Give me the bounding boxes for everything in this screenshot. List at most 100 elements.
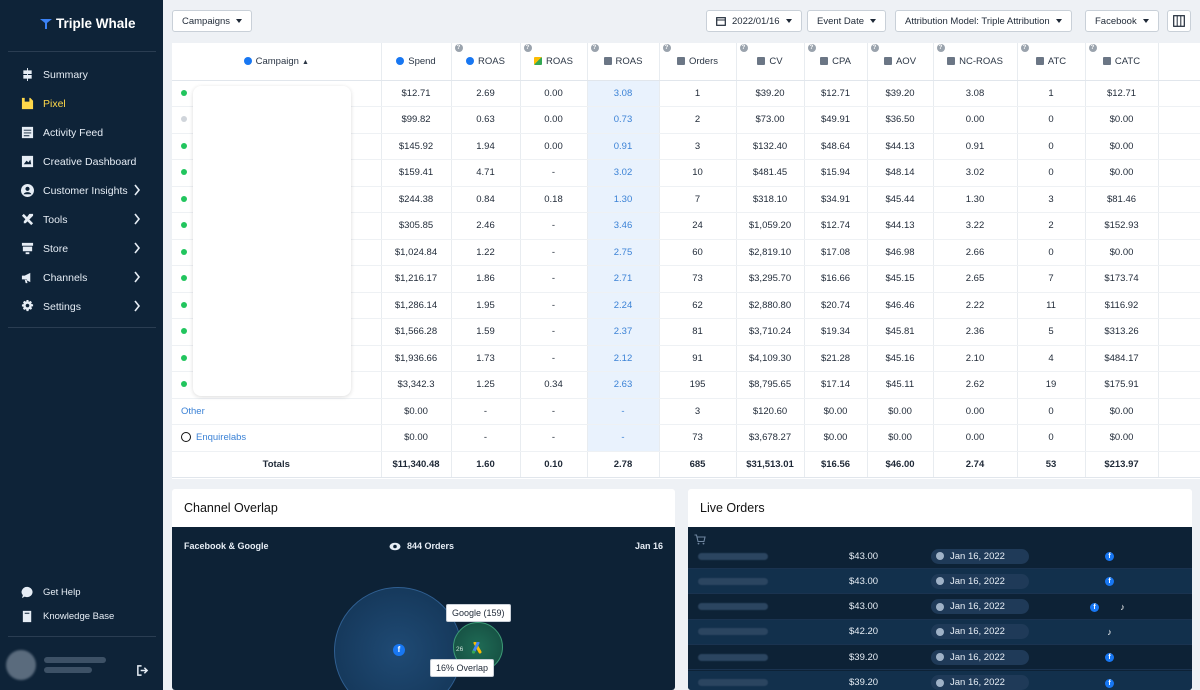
column-header-roas[interactable]: ? ROAS	[520, 43, 588, 81]
table-row[interactable]: Enquirelabs $0.00- - -73 $3,678.27 $0.00 $0.00…	[172, 424, 1200, 452]
live-order-row[interactable]: $39.20 Jan 16, 2022 f	[688, 645, 1192, 671]
table-row[interactable]: $12.71 2.69 0.00 3.08 1 $39.20 $12.71 $39.20 3.0…	[172, 80, 1200, 107]
cell-aov: $45.81	[867, 318, 934, 346]
sidebar-item-creative-dashboard[interactable]: Creative Dashboard	[0, 147, 163, 176]
total-roas: 0.10	[520, 451, 588, 478]
help-icon[interactable]: ?	[590, 44, 599, 52]
help-icon[interactable]: ?	[1088, 44, 1097, 52]
cell-cpa: $0.00	[804, 424, 868, 452]
column-header-cpa[interactable]: ? CPA	[804, 43, 868, 81]
campaign-name-link[interactable]: Enquirelabs	[196, 432, 247, 444]
sidebar-divider	[8, 636, 156, 637]
cell-atc: 3	[1017, 186, 1086, 213]
column-header-nc-roas[interactable]: ? NC-ROAS	[933, 43, 1018, 81]
cell-overflow	[1158, 292, 1200, 319]
channel-dropdown[interactable]: Facebook	[1085, 10, 1159, 32]
help-icon[interactable]: ?	[739, 44, 748, 52]
sidebar-item-pixel[interactable]: Pixel	[0, 89, 163, 118]
table-row[interactable]: $244.38 0.84 0.18 1.30 7 $318.10 $34.91 $45.44 1…	[172, 186, 1200, 213]
brand-logo[interactable]: Triple Whale	[40, 16, 136, 31]
overlap-count: 26	[456, 646, 464, 653]
sidebar-item-channels[interactable]: Channels	[0, 263, 163, 292]
whale-tail-icon	[40, 18, 52, 29]
sidebar-item-customer-insights[interactable]: Customer Insights	[0, 176, 163, 205]
campaign-cell[interactable]: Enquirelabs	[172, 424, 382, 452]
toolbar: Campaigns 2022/01/16 Event Date Attribut…	[163, 0, 1200, 42]
sidebar-item-get-help[interactable]: Get Help	[0, 580, 163, 604]
column-header-orders[interactable]: ? Orders	[659, 43, 737, 81]
sidebar-item-tools[interactable]: Tools	[0, 205, 163, 234]
table-row[interactable]: Other $0.00- - -3 $120.60 $0.00 $0.00 0.00 0 $0.0…	[172, 398, 1200, 425]
help-icon[interactable]: ?	[936, 44, 945, 52]
cell-overflow	[1158, 133, 1200, 160]
table-row[interactable]: $1,286.14 1.95-2.24 62 $2,880.80 $20.74 $46.4…	[172, 292, 1200, 319]
user-profile[interactable]	[6, 648, 156, 682]
gear-icon	[20, 300, 34, 314]
column-header-spend[interactable]: Spend	[381, 43, 452, 81]
live-order-row[interactable]: $42.20 Jan 16, 2022 ♪	[688, 619, 1192, 645]
live-order-row[interactable]: $43.00 Jan 16, 2022 f ♪	[688, 595, 1192, 620]
help-icon[interactable]: ?	[870, 44, 879, 52]
date-picker[interactable]: 2022/01/16	[706, 10, 802, 32]
cell-roas: 0.84	[451, 186, 521, 213]
cell-spend: $159.41	[381, 159, 452, 187]
megaphone-icon	[20, 271, 34, 285]
cell-atc: 0	[1017, 106, 1086, 134]
overlap-orders: 844 Orders	[389, 541, 454, 551]
triple-whale-icon	[603, 56, 612, 65]
status-dot	[181, 275, 187, 282]
campaign-name-link[interactable]: Other	[181, 405, 205, 417]
avatar	[6, 650, 36, 680]
column-header-aov[interactable]: ? AOV	[867, 43, 934, 81]
facebook-icon: f	[1105, 577, 1114, 587]
help-icon[interactable]: ?	[807, 44, 816, 52]
overlap-chart-area: Facebook & Google 844 Orders Jan 16 f 26…	[172, 527, 675, 690]
attribution-model-dropdown[interactable]: Attribution Model: Triple Attribution	[895, 10, 1072, 32]
level-dropdown[interactable]: Campaigns	[172, 10, 253, 32]
date-type-dropdown[interactable]: Event Date	[807, 10, 886, 32]
cell-aov: $45.44	[867, 186, 934, 213]
column-header-roas[interactable]: ? ROAS	[587, 43, 660, 81]
sidebar-item-settings[interactable]: Settings	[0, 292, 163, 321]
live-order-row[interactable]: $39.20 Jan 16, 2022 f	[688, 670, 1192, 690]
table-row[interactable]: $159.41 4.71-3.02 10 $481.45 $15.94 $48.14 3.0…	[172, 159, 1200, 187]
cell-aov: $44.13	[867, 133, 934, 160]
sidebar-item-knowledge-base[interactable]: Knowledge Base	[0, 604, 163, 628]
cell-spend: $1,286.14	[381, 292, 452, 319]
order-price: $42.20	[849, 626, 879, 638]
help-icon[interactable]: ?	[1020, 44, 1029, 52]
cell-aov: $0.00	[867, 424, 934, 452]
sidebar-item-store[interactable]: Store	[0, 234, 163, 263]
pixel-icon	[20, 97, 34, 111]
cell-roas: 0.63	[451, 106, 521, 134]
store-icon	[20, 242, 34, 256]
column-header-atc[interactable]: ? ATC	[1017, 43, 1086, 81]
total-roas: 1.60	[451, 451, 521, 478]
sidebar-item-summary[interactable]: Summary	[0, 60, 163, 89]
table-row[interactable]: $1,216.17 1.86-2.71 73 $3,295.70 $16.66 $45.1…	[172, 265, 1200, 293]
cell-spend: $1,024.84	[381, 239, 452, 266]
cell-roas: 0.00	[520, 106, 588, 134]
cell-nc-roas: 2.62	[933, 371, 1018, 399]
column-header-roas[interactable]: ? ROAS	[451, 43, 521, 81]
cell-overflow	[1158, 239, 1200, 266]
column-header-catc[interactable]: ? CATC	[1085, 43, 1159, 81]
columns-button[interactable]	[1167, 10, 1191, 32]
column-header-campaign[interactable]: Campaign ▲	[172, 43, 382, 81]
help-icon[interactable]: ?	[523, 44, 532, 52]
help-icon[interactable]: ?	[662, 44, 671, 52]
status-dot	[181, 301, 187, 308]
tiktok-icon: ♪	[1120, 601, 1125, 612]
live-order-row[interactable]: $43.00 Jan 16, 2022 f	[688, 544, 1192, 569]
campaign-cell[interactable]: Other	[172, 398, 382, 425]
cell-orders: 10	[659, 159, 737, 187]
logout-icon[interactable]	[136, 664, 150, 678]
help-icon[interactable]: ?	[454, 44, 463, 52]
overlap-orders-label: 844 Orders	[407, 541, 455, 551]
facebook-icon: f	[1090, 602, 1099, 612]
chevron-down-icon	[236, 19, 243, 23]
live-orders-panel: Live Orders $43.00 Jan 16, 2022 f $43.00 Jan…	[688, 489, 1192, 690]
live-order-row[interactable]: $43.00 Jan 16, 2022 f	[688, 569, 1192, 595]
column-header-cv[interactable]: ? CV	[736, 43, 805, 81]
sidebar-item-activity-feed[interactable]: Activity Feed	[0, 118, 163, 147]
